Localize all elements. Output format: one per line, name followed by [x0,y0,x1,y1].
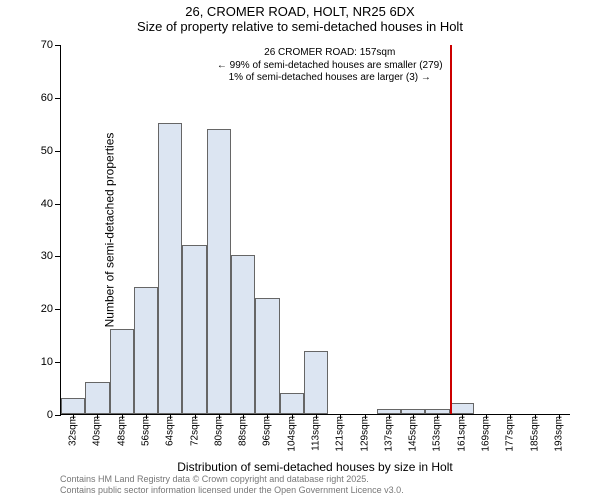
plot-region: 01020304050607032sqm40sqm48sqm56sqm64sqm… [60,45,570,415]
x-tick-label: 72sqm [189,414,200,446]
annotation-box: 26 CROMER ROAD: 157sqm← 99% of semi-deta… [217,47,443,85]
y-tick-label: 30 [41,250,61,262]
y-tick-label: 20 [41,303,61,315]
x-tick-label: 56sqm [141,414,152,446]
title-subtitle: Size of property relative to semi-detach… [0,19,600,34]
x-tick-label: 113sqm [311,414,322,451]
histogram-bar [450,403,474,414]
copyright-line1: Contains HM Land Registry data © Crown c… [60,474,404,485]
histogram-bar [280,393,304,414]
x-tick-label: 169sqm [481,414,492,452]
x-tick-label: 48sqm [116,414,127,446]
x-tick-label: 80sqm [213,414,224,446]
x-tick-label: 193sqm [553,414,564,452]
y-tick-label: 50 [41,145,61,157]
x-tick-label: 96sqm [262,414,273,446]
copyright-line2: Contains public sector information licen… [60,485,404,496]
x-tick-label: 88sqm [238,414,249,446]
x-tick-label: 153sqm [432,414,443,452]
y-tick-label: 10 [41,356,61,368]
annotation-line3: 1% of semi-detached houses are larger (3… [217,72,443,85]
annotation-line1: 26 CROMER ROAD: 157sqm [217,47,443,60]
copyright-notice: Contains HM Land Registry data © Crown c… [60,474,404,496]
chart-title: 26, CROMER ROAD, HOLT, NR25 6DX Size of … [0,0,600,34]
y-tick-label: 60 [41,92,61,104]
histogram-bar [255,298,279,414]
x-tick-label: 32sqm [68,414,79,446]
histogram-bar [110,329,134,414]
histogram-bar [61,398,85,414]
title-address: 26, CROMER ROAD, HOLT, NR25 6DX [0,4,600,19]
histogram-bar [207,129,231,414]
x-tick-label: 104sqm [286,414,297,452]
histogram-bar [231,255,255,414]
x-tick-label: 185sqm [529,414,540,452]
x-tick-label: 137sqm [383,414,394,452]
histogram-bar [182,245,206,414]
x-tick-label: 40sqm [92,414,103,446]
histogram-bar [158,123,182,414]
annotation-line2: ← 99% of semi-detached houses are smalle… [217,60,443,73]
y-tick-label: 0 [47,409,61,421]
y-axis-label: Number of semi-detached properties [102,133,116,328]
reference-line [450,45,452,414]
chart-area: 01020304050607032sqm40sqm48sqm56sqm64sqm… [60,45,570,415]
histogram-bar [134,287,158,414]
x-tick-label: 129sqm [359,414,370,452]
y-tick-label: 70 [41,39,61,51]
x-tick-label: 145sqm [408,414,419,452]
x-tick-label: 121sqm [335,414,346,452]
histogram-bar [304,351,328,414]
x-tick-label: 177sqm [505,414,516,452]
x-tick-label: 64sqm [165,414,176,446]
y-tick-label: 40 [41,198,61,210]
x-axis-label: Distribution of semi-detached houses by … [177,460,452,474]
histogram-bar [85,382,109,414]
x-tick-label: 161sqm [456,414,467,452]
